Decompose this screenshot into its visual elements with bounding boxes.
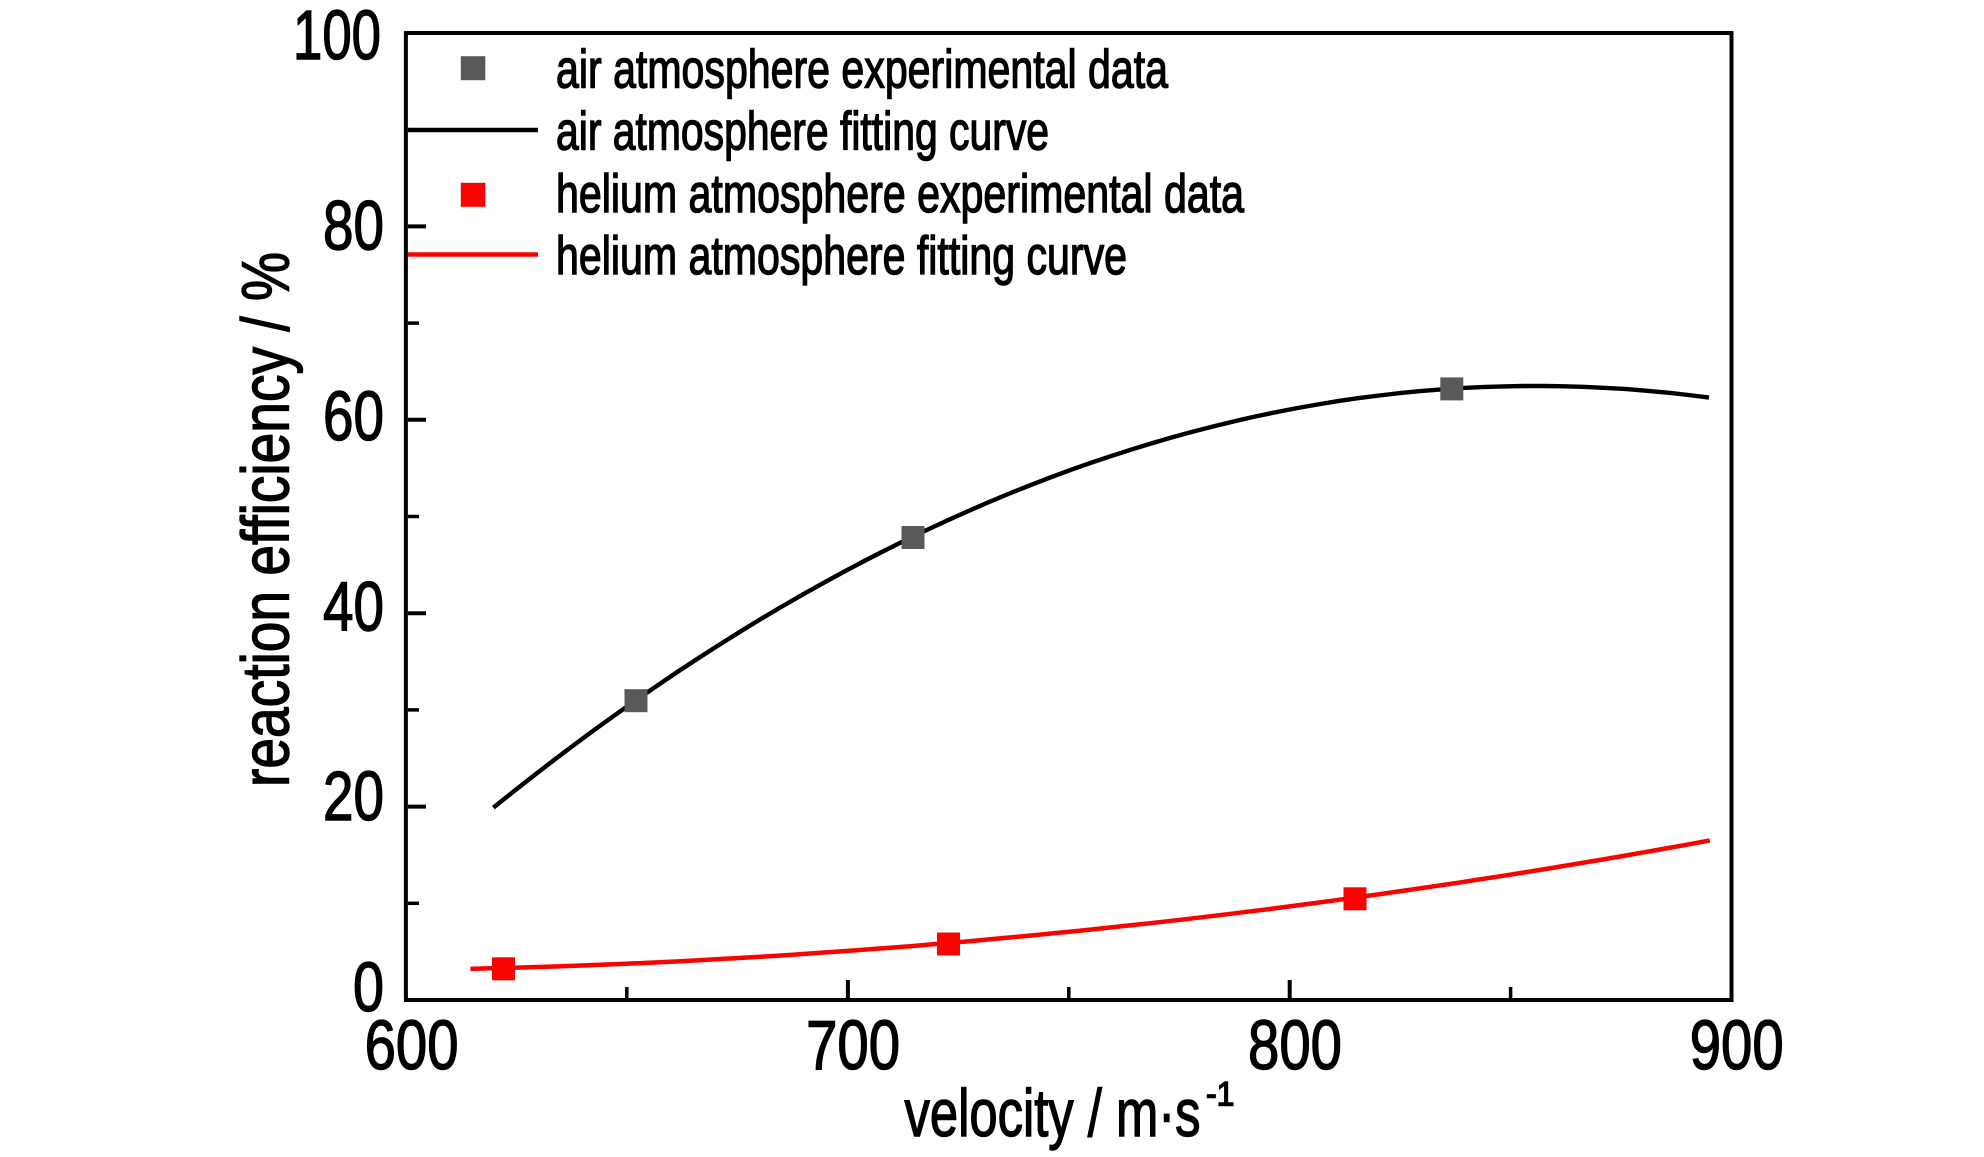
svg-text:helium atmosphere fitting curv: helium atmosphere fitting curve: [556, 226, 1127, 286]
svg-text:velocity / m·s: velocity / m·s: [905, 1076, 1201, 1151]
svg-text:20: 20: [323, 757, 384, 835]
svg-text:air atmosphere experimental da: air atmosphere experimental data: [556, 39, 1169, 99]
svg-text:40: 40: [323, 567, 384, 645]
svg-text:0: 0: [353, 948, 384, 1026]
svg-text:100: 100: [293, 0, 381, 74]
svg-text:-1: -1: [1206, 1075, 1235, 1113]
svg-text:80: 80: [323, 186, 384, 264]
svg-text:700: 700: [806, 1006, 900, 1084]
svg-text:reaction efficiency / %: reaction efficiency / %: [229, 252, 304, 787]
svg-text:900: 900: [1690, 1006, 1784, 1084]
svg-text:helium atmosphere experimental: helium atmosphere experimental data: [556, 164, 1245, 224]
svg-text:60: 60: [323, 377, 384, 455]
svg-text:600: 600: [365, 1006, 459, 1084]
svg-text:800: 800: [1248, 1006, 1342, 1084]
svg-text:air atmosphere fitting curve: air atmosphere fitting curve: [556, 102, 1049, 162]
